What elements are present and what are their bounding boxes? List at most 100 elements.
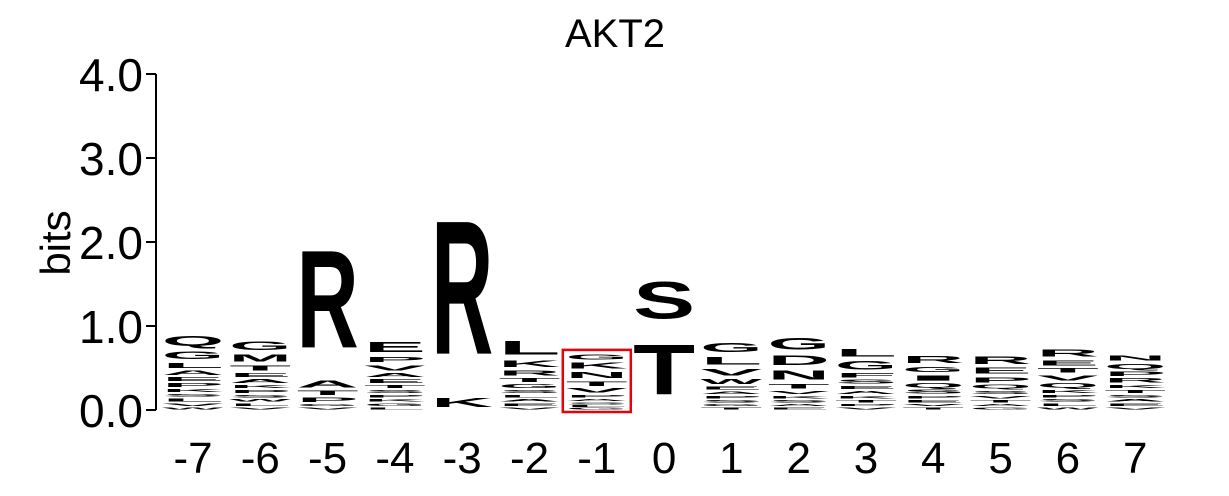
residue-letter: R — [902, 354, 964, 366]
y-tick-label: 2.0 — [79, 217, 143, 269]
residue-letter: L — [1037, 402, 1099, 406]
x-tick-label: -6 — [241, 434, 280, 483]
residue-letter: S — [162, 393, 224, 397]
residue-letter: G — [700, 340, 762, 354]
residue-letter: A — [566, 398, 628, 401]
residue-letter: T — [364, 384, 426, 389]
residue-letter: S — [835, 379, 897, 385]
residue-letter: F — [835, 372, 897, 379]
x-tick-label: 3 — [854, 434, 878, 483]
residue-letter: V — [970, 395, 1032, 399]
residue-letter: L — [566, 405, 628, 408]
residue-letter: N — [768, 368, 830, 382]
residue-letter: M — [229, 353, 291, 364]
residue-letter: P — [700, 395, 762, 399]
residue-letter: A — [768, 403, 830, 406]
residue-letter: K — [835, 395, 897, 399]
residue-letter: V — [162, 402, 224, 406]
residue-letter: T — [700, 407, 762, 410]
residue-letter: S — [633, 271, 695, 329]
x-tick-label: 1 — [719, 434, 743, 483]
residue-letter: R — [1037, 347, 1099, 359]
residue-letter: V — [566, 387, 628, 394]
residue-letter: E — [364, 378, 426, 384]
residue-letter: W — [700, 377, 762, 385]
highlight-box — [561, 348, 633, 414]
residue-letter: V — [700, 367, 762, 377]
residue-letter: K — [768, 395, 830, 399]
residue-letter: E — [1037, 359, 1099, 367]
residue-letter: K — [1037, 389, 1099, 394]
residue-letter: L — [162, 397, 224, 402]
residue-letter: A — [835, 390, 897, 395]
x-tick-label: 7 — [1123, 434, 1147, 483]
residue-letter: E — [499, 402, 561, 406]
residue-letter: S — [1104, 394, 1166, 398]
residue-letter: L — [229, 402, 291, 406]
y-tick-label: 3.0 — [79, 133, 143, 185]
x-tick-label: 2 — [786, 434, 810, 483]
residue-letter: T — [970, 399, 1032, 403]
residue-letter: E — [364, 339, 426, 356]
residue-letter: V — [1037, 374, 1099, 382]
residue-letter: Q — [162, 334, 224, 349]
residue-letter: P — [566, 394, 628, 398]
residue-letter: T — [835, 399, 897, 403]
residue-letter: G — [768, 335, 830, 353]
residue-letter: L — [499, 337, 561, 359]
x-tick-label: -4 — [375, 434, 414, 483]
residue-letter: T — [229, 364, 291, 372]
residue-letter: A — [970, 403, 1032, 406]
y-tick-label: 4.0 — [79, 49, 143, 101]
x-tick-label: 5 — [988, 434, 1012, 483]
residue-letter: Q — [902, 382, 964, 389]
x-tick-label: -2 — [510, 434, 549, 483]
residue-letter: E — [768, 407, 830, 410]
residue-letter: P — [162, 382, 224, 388]
residue-letter: K — [229, 384, 291, 389]
residue-letter: K — [1104, 384, 1166, 389]
residue-letter: T — [902, 407, 964, 410]
residue-letter: S — [700, 399, 762, 403]
residue-letter: G — [970, 407, 1032, 410]
residue-letter: P — [1104, 370, 1166, 377]
residue-letter: L — [162, 361, 224, 369]
residue-letter: S — [499, 389, 561, 394]
residue-letter: S — [229, 394, 291, 398]
residue-letter: P — [364, 394, 426, 398]
residue-letter: G — [162, 349, 224, 362]
residue-letter: W — [162, 407, 224, 410]
residue-letter: S — [1037, 398, 1099, 402]
residue-letter: K — [364, 398, 426, 402]
residue-letter: K — [162, 388, 224, 393]
residue-letter: R — [499, 369, 561, 377]
residue-letter: G — [297, 403, 359, 406]
residue-letter: N — [1104, 354, 1166, 362]
residue-letter: A — [1104, 398, 1166, 402]
residue-letter: G — [835, 359, 897, 372]
residue-letter: K — [431, 396, 493, 410]
residue-letter: V — [499, 407, 561, 410]
residue-letter: S — [364, 389, 426, 394]
residue-letter: G — [364, 402, 426, 406]
residue-letter: T — [1104, 389, 1166, 394]
residue-letter: P — [902, 395, 964, 399]
residue-letter: S — [902, 389, 964, 395]
residue-letter: E — [902, 399, 964, 403]
residue-letter: G — [566, 353, 628, 361]
residue-letter: T — [1037, 367, 1099, 374]
letter-stacks: WVLSKPEALGQVLWSPKAETMGVGPTARLGKPSTEAVPEK… — [162, 182, 1166, 410]
residue-letter: V — [297, 407, 359, 410]
residue-letter: R — [1104, 377, 1166, 384]
residue-letter: E — [700, 386, 762, 391]
residue-letter: T — [768, 382, 830, 390]
y-tick-label: 0.0 — [79, 385, 143, 437]
residue-letter: L — [835, 346, 897, 358]
position-stack: TS — [633, 271, 695, 409]
